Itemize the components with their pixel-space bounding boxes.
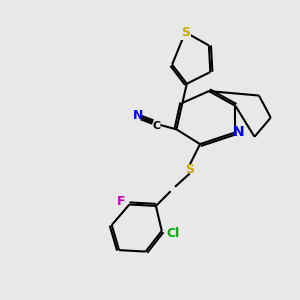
- Text: Cl: Cl: [166, 227, 180, 240]
- Text: S: S: [185, 163, 194, 176]
- Text: N: N: [132, 109, 143, 122]
- Text: N: N: [233, 125, 245, 139]
- Text: C: C: [152, 121, 160, 131]
- Text: S: S: [181, 26, 190, 39]
- Text: F: F: [117, 195, 125, 208]
